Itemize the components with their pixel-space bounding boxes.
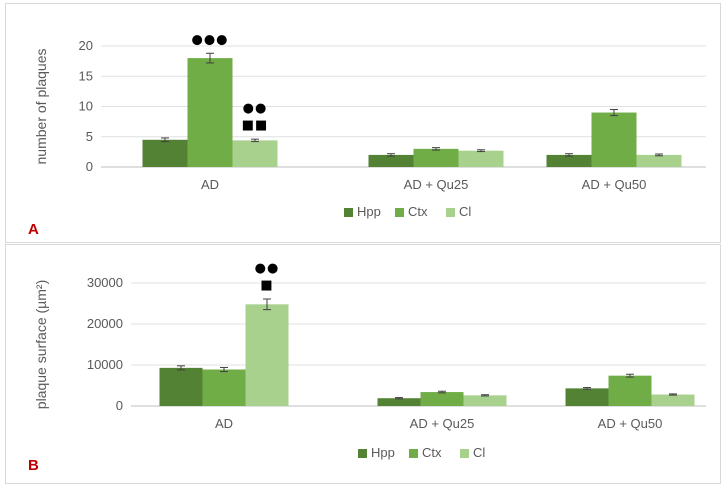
bar-hpp [142, 139, 188, 167]
chart-panel-b: 0 10000 20000 30000 plaque surface (µm²) AD AD… [5, 244, 721, 484]
significance-marker: ●● [243, 101, 268, 116]
y-tick-label: 20000 [87, 316, 123, 331]
category-label: AD [215, 416, 233, 431]
bar-hpp [546, 154, 592, 167]
legend-label: Hpp [371, 445, 395, 460]
category-label: AD + Qu50 [598, 416, 663, 431]
y-tick-label: 30000 [87, 275, 123, 290]
y-tick-label: 5 [86, 129, 93, 144]
bar-ctx [420, 392, 464, 406]
bar-hpp [368, 154, 414, 167]
legend-swatch-ctx [409, 449, 418, 458]
panel-label: A [28, 221, 39, 238]
bar-cl [232, 140, 278, 167]
panel-label: B [28, 457, 39, 474]
y-axis-label: number of plaques [33, 49, 49, 165]
legend-label: Cl [473, 445, 485, 460]
y-tick-label: 0 [116, 398, 123, 413]
bar-ctx [591, 112, 637, 167]
category-label: AD [201, 177, 219, 192]
bar-cl [245, 304, 289, 406]
bar-ctx [187, 58, 233, 167]
significance-marker: ■■ [242, 118, 269, 133]
legend-swatch-hpp [358, 449, 367, 458]
significance-marker: ■ [260, 278, 273, 293]
significance-marker: ●●● [191, 32, 228, 47]
bar-hpp [565, 388, 609, 406]
y-tick-label: 10000 [87, 357, 123, 372]
category-label: AD + Qu50 [582, 177, 647, 192]
bar-ctx [608, 375, 652, 406]
legend-swatch-hpp [344, 208, 353, 217]
bar-hpp [377, 398, 421, 406]
bar-cl [636, 154, 682, 167]
legend-label: Ctx [422, 445, 442, 460]
y-tick-label: 20 [79, 38, 93, 53]
bar-cl [651, 394, 695, 406]
y-axis-label: plaque surface (µm²) [33, 280, 49, 409]
legend-label: Ctx [408, 204, 428, 219]
significance-marker: ●● [255, 261, 280, 276]
y-tick-label: 10 [79, 99, 93, 114]
legend-swatch-cl [446, 208, 455, 217]
legend-label: Hpp [357, 204, 381, 219]
bar-cl [458, 150, 504, 167]
chart-b-svg: 0 10000 20000 30000 plaque surface (µm²) AD AD… [28, 261, 706, 474]
bar-cl [463, 395, 507, 406]
chart-panel-a: 0 5 10 15 20 number of plaques AD AD + Qu25 AD +… [5, 3, 721, 243]
y-tick-label: 15 [79, 68, 93, 83]
legend-swatch-ctx [395, 208, 404, 217]
bar-ctx [202, 369, 246, 406]
legend-swatch-cl [460, 449, 469, 458]
y-tick-label: 0 [86, 159, 93, 174]
bar-ctx [413, 148, 459, 167]
bar-hpp [159, 367, 203, 406]
legend-label: Cl [459, 204, 471, 219]
chart-a-svg: 0 5 10 15 20 number of plaques AD AD + Qu25 AD +… [28, 32, 706, 238]
category-label: AD + Qu25 [404, 177, 469, 192]
category-label: AD + Qu25 [410, 416, 475, 431]
